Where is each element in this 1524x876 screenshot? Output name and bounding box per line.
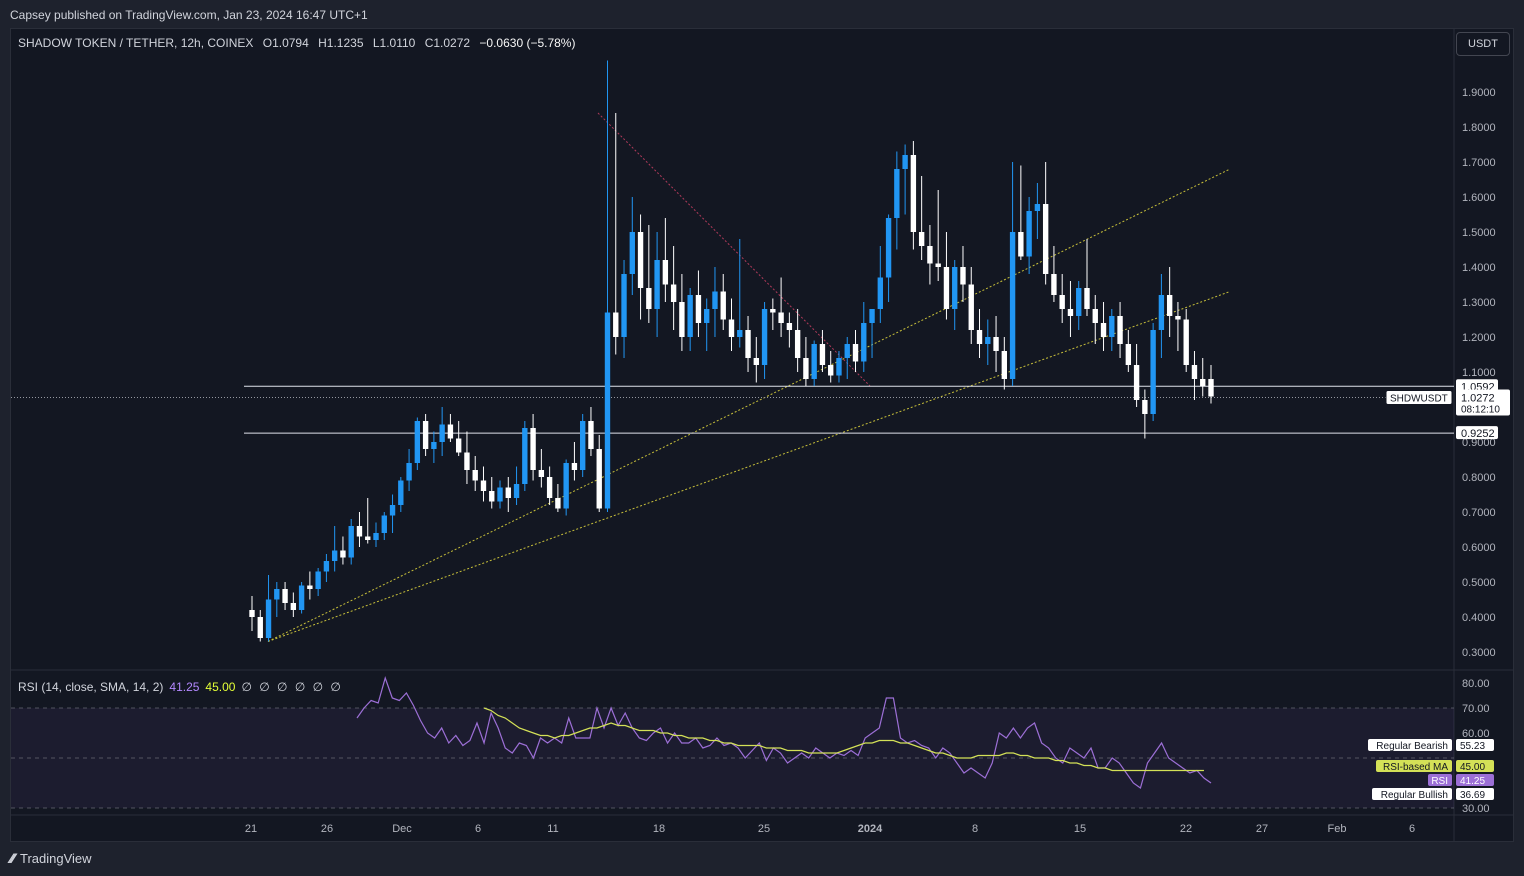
publish-info: Capsey published on TradingView.com, Jan… — [10, 8, 368, 22]
open-value: O1.0794 — [262, 36, 309, 50]
close-value: C1.0272 — [424, 36, 471, 50]
symbol-name[interactable]: SHADOW TOKEN / TETHER, 12h, COINEX — [18, 36, 254, 50]
footer-brand[interactable]: ⁄⁄⁄ TradingView — [10, 850, 92, 866]
rsi-legend-value: 41.25 — [169, 680, 200, 694]
rsi-label[interactable]: RSI (14, close, SMA, 14, 2) — [18, 680, 164, 694]
rsi-null-values: ∅ ∅ ∅ ∅ ∅ ∅ — [241, 680, 343, 694]
currency-button[interactable]: USDT — [1456, 32, 1510, 56]
rsi-ma-legend-value: 45.00 — [205, 680, 236, 694]
rsi-legend: RSI (14, close, SMA, 14, 2) 41.25 45.00 ∅ ∅… — [18, 680, 343, 694]
chart-frame[interactable] — [10, 28, 1514, 842]
change-value: −0.0630 (−5.78%) — [479, 36, 576, 50]
tradingview-logo-icon: ⁄⁄⁄ — [10, 850, 15, 866]
high-value: H1.1235 — [318, 36, 364, 50]
symbol-legend: SHADOW TOKEN / TETHER, 12h, COINEX O1.07… — [18, 36, 581, 50]
brand-name: TradingView — [20, 850, 92, 866]
low-value: L1.0110 — [372, 36, 416, 50]
